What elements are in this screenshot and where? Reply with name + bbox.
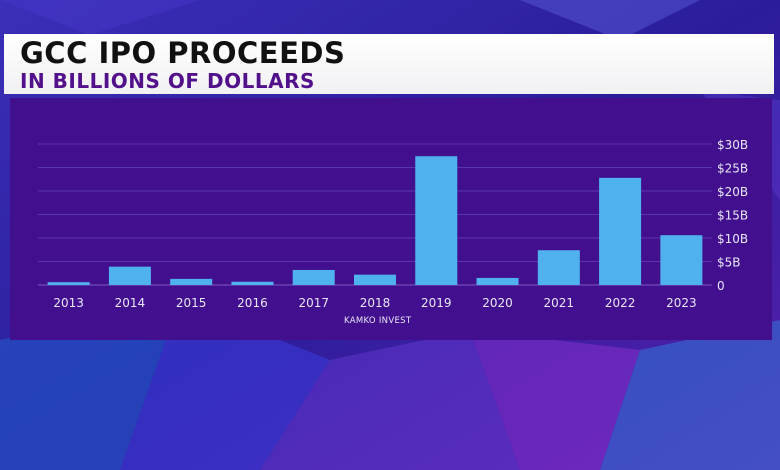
source-label: KAMKO INVEST [344, 316, 412, 326]
x-tick-label: 2013 [53, 296, 84, 310]
x-tick-label: 2023 [666, 296, 697, 310]
y-tick-label: $30B [717, 138, 748, 152]
chart-panel [10, 98, 772, 340]
x-tick-label: 2022 [605, 296, 636, 310]
x-tick-label: 2014 [115, 296, 146, 310]
chart-subtitle: IN BILLIONS OF DOLLARS [20, 69, 315, 93]
y-tick-label: $10B [717, 232, 748, 246]
bar-2013 [47, 282, 90, 285]
bar-2020 [476, 277, 519, 285]
bar-2018 [354, 274, 396, 285]
bar-2021 [537, 250, 580, 285]
x-tick-label: 2016 [237, 296, 268, 310]
x-tick-label: 2017 [298, 296, 329, 310]
y-tick-label: $20B [717, 185, 748, 199]
x-tick-label: 2021 [544, 296, 575, 310]
x-tick-label: 2018 [360, 296, 391, 310]
bar-2014 [108, 266, 151, 285]
chart-title: GCC IPO PROCEEDS [20, 36, 346, 70]
bar-2022 [599, 177, 642, 285]
bar-chart: 0 $5B $10B $15B $20B $25B $30B 2013 2014 2015 2016… [38, 138, 748, 326]
x-tick-label: 2015 [176, 296, 207, 310]
x-tick-label: 2020 [482, 296, 513, 310]
bar-2017 [292, 269, 335, 285]
bar-2016 [231, 281, 274, 285]
y-tick-label: $25B [717, 162, 748, 176]
y-tick-label: $5B [717, 256, 741, 270]
title-banner: GCC IPO PROCEEDS IN BILLIONS OF DOLLARS [4, 34, 774, 94]
x-tick-label: 2019 [421, 296, 452, 310]
bar-2023 [660, 235, 703, 285]
y-tick-label: $15B [717, 209, 748, 223]
y-tick-label: 0 [717, 279, 725, 293]
bar-2015 [170, 278, 213, 285]
bar-2019 [415, 156, 458, 285]
